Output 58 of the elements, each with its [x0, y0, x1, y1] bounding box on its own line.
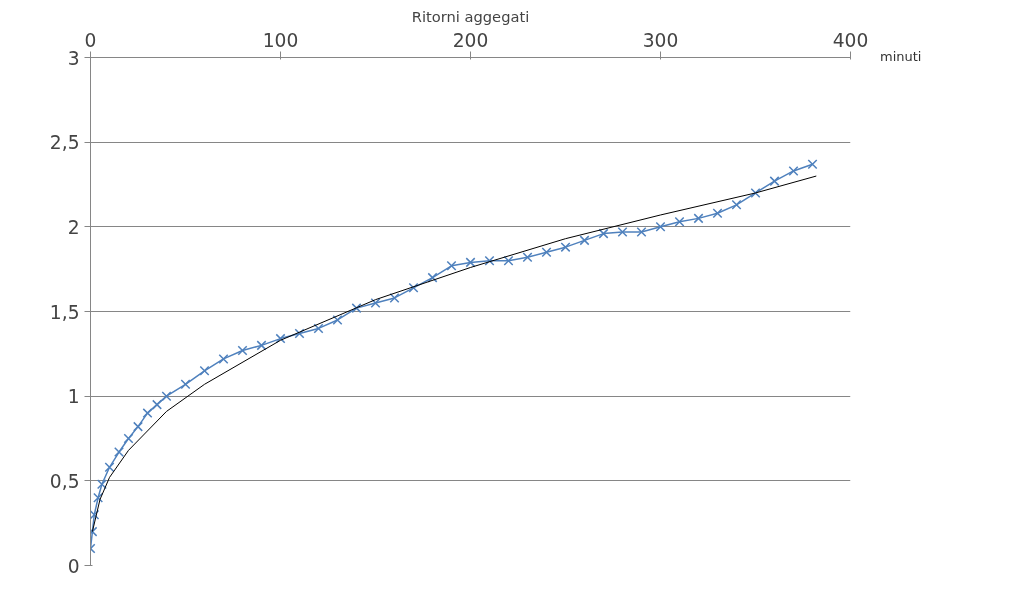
- point: [636, 226, 647, 237]
- point: [484, 255, 495, 266]
- point: [90, 509, 100, 520]
- point: [503, 255, 514, 266]
- point: [541, 247, 552, 258]
- point: [133, 421, 143, 432]
- point: [674, 216, 685, 227]
- point: [389, 292, 400, 303]
- y-tick-label: 2,5: [49, 132, 80, 154]
- point: [788, 165, 799, 176]
- point: [807, 159, 818, 170]
- x-tick-label: 300: [642, 29, 679, 51]
- x-tick-label: 200: [452, 29, 489, 51]
- y-tick-label: 3: [67, 47, 80, 69]
- x-tick-label: 0: [84, 29, 97, 51]
- y-tick-label: 1: [67, 386, 80, 408]
- point: [769, 176, 780, 187]
- point: [161, 391, 172, 402]
- point: [579, 235, 590, 246]
- point: [294, 328, 305, 339]
- point: [313, 323, 324, 334]
- point: [522, 252, 533, 263]
- point: [237, 345, 248, 356]
- point: [199, 365, 210, 376]
- point: [123, 433, 134, 444]
- point: [332, 314, 343, 325]
- point: [96, 479, 107, 490]
- x-tick-label: 400: [832, 29, 869, 51]
- point: [598, 228, 609, 239]
- point: [114, 447, 124, 458]
- point: [370, 298, 381, 309]
- y-tick-label: 1,5: [49, 301, 80, 323]
- point: [427, 272, 438, 283]
- point: [465, 257, 476, 268]
- point: [712, 208, 723, 219]
- point: [655, 221, 666, 232]
- y-tick-label: 0: [67, 555, 80, 577]
- point: [275, 333, 286, 344]
- point: [256, 340, 267, 351]
- y-tick-label: 2: [67, 216, 80, 238]
- point: [560, 242, 571, 253]
- point: [218, 353, 229, 364]
- chart-title: Ritorni aggegati: [411, 7, 530, 25]
- point: [617, 226, 628, 237]
- x-tick-label: 100: [262, 29, 299, 51]
- point: [104, 462, 115, 473]
- point: [180, 379, 191, 390]
- point: [351, 303, 362, 314]
- y-tick-label: 0,5: [49, 470, 80, 492]
- point: [750, 187, 761, 198]
- point: [152, 399, 162, 410]
- point: [693, 213, 704, 224]
- point: [408, 282, 419, 293]
- point: [446, 260, 457, 271]
- x-axis-title: minuti: [880, 48, 922, 66]
- point: [142, 408, 153, 419]
- point: [731, 199, 742, 210]
- point: [93, 492, 104, 503]
